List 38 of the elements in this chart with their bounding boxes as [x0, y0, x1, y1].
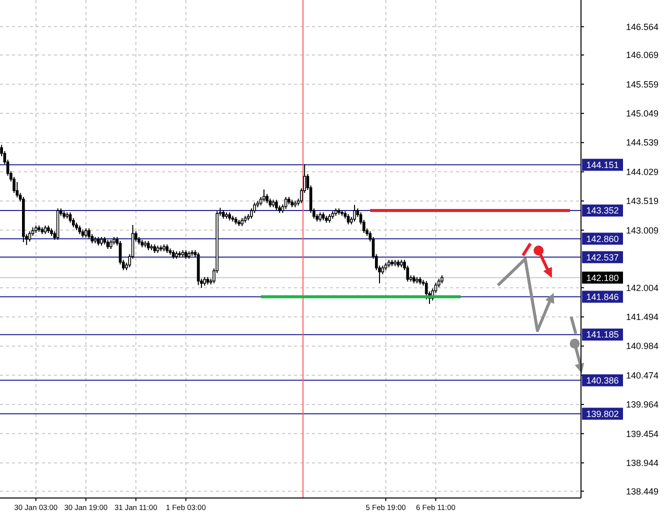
candlestick [146, 240, 150, 251]
y-tick-label: 138.944 [626, 458, 659, 468]
candlestick [84, 228, 88, 238]
ref-line-label: 142.180 [586, 272, 619, 283]
y-tick-label: 146.564 [626, 22, 659, 32]
ref-line-label: 142.860 [586, 234, 619, 244]
y-tick-label: 140.984 [626, 341, 659, 352]
y-tick-label: 141.494 [626, 312, 659, 322]
y-tick-label: 143.009 [626, 225, 659, 236]
y-tick-label: 146.069 [626, 50, 659, 60]
candlestick [109, 239, 112, 250]
ref-line-label: 144.151 [586, 160, 619, 170]
ref-line-label: 143.352 [586, 206, 619, 216]
candlestick [424, 280, 428, 300]
ref-line-label: 139.802 [586, 408, 619, 419]
candlestick [106, 239, 110, 250]
candlestick [88, 228, 90, 240]
ref-line-label: 140.386 [586, 375, 619, 386]
candlestick [353, 204, 356, 222]
y-tick-label: 144.029 [626, 166, 659, 177]
candlestick [262, 188, 266, 202]
y-tick-label: 144.539 [626, 138, 659, 148]
y-tick-label: 139.964 [626, 400, 659, 410]
candlestick [275, 199, 278, 211]
candlestick [266, 194, 268, 204]
y-tick-label: 145.049 [626, 108, 659, 119]
candlestick [68, 212, 72, 224]
y-tick-label: 143.519 [626, 196, 659, 206]
y-tick-label: 140.474 [626, 370, 659, 380]
ref-line-label: 141.185 [586, 330, 619, 340]
candlestick [28, 230, 32, 242]
y-tick-label: 145.559 [626, 79, 659, 90]
ref-line-label: 142.537 [586, 252, 619, 262]
y-tick-label: 142.004 [626, 282, 659, 293]
ref-line-label: 141.846 [586, 292, 619, 302]
y-tick-label: 138.449 [626, 486, 659, 496]
y-tick-label: 139.454 [626, 428, 659, 439]
candlestick [346, 214, 350, 225]
